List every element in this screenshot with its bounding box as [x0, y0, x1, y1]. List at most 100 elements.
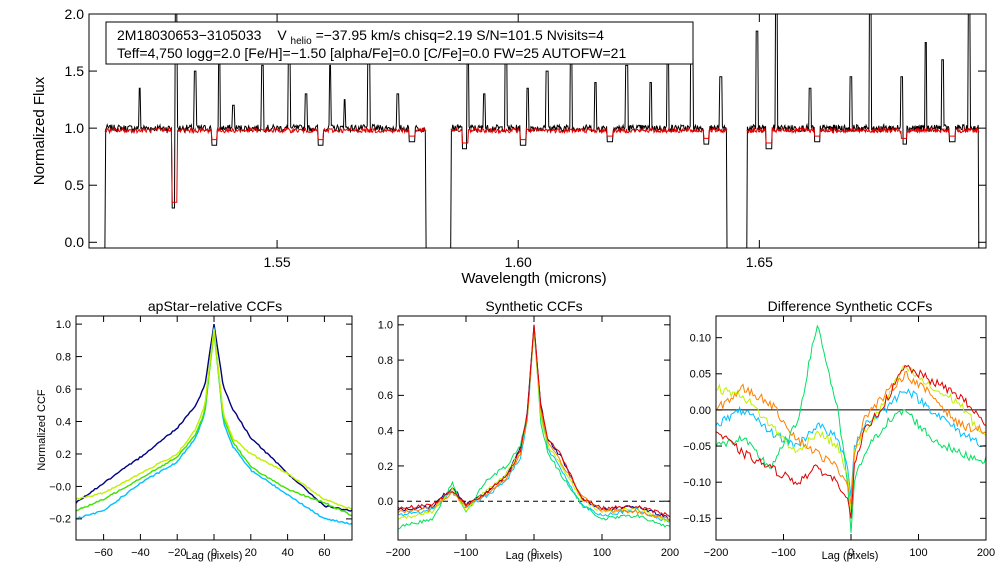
apstar-ccf-y-axis-label: Normalized CCF — [36, 389, 48, 471]
ccf-series-line-visit-5 — [397, 324, 671, 518]
ccf-series-line-combined — [75, 323, 353, 512]
y-tick-label: 0.6 — [56, 384, 71, 396]
synthetic-ccf-title: Synthetic CCFs — [485, 298, 582, 314]
x-tick-label: 20 — [245, 547, 257, 559]
model-spectrum-line-chip-2 — [450, 126, 728, 144]
x-tick-label: 1.65 — [746, 254, 773, 270]
y-tick-label: 1.0 — [56, 319, 71, 331]
y-tick-label: 0.8 — [378, 355, 393, 367]
y-tick-label: 0.4 — [378, 425, 393, 437]
y-tick-label: 0.0 — [65, 234, 85, 250]
ccf-series-line-visit-1 — [75, 327, 353, 525]
apstar-ccf-y-tick-labels: −0.2 −0.0 0.2 0.4 0.6 0.8 1.0 — [49, 319, 71, 526]
y-tick-label: 0.2 — [378, 461, 393, 473]
y-tick-label: −0.2 — [49, 514, 71, 526]
ccf-series-line-combined — [397, 324, 671, 521]
apstar-ccf-x-tick-labels: −60 −40 −20 0 20 40 60 — [94, 547, 330, 559]
spectrum-annotation: 2M18030653−3105033 V helio =−37.95 km/s … — [105, 21, 694, 65]
synthetic-ccf-panel: Synthetic CCFs −200 −100 0 100 200 0.0 0… — [378, 298, 679, 562]
x-tick-label: 200 — [977, 547, 995, 559]
x-tick-label: 0 — [848, 547, 854, 559]
ccf-series-line-diff-4 — [715, 370, 987, 504]
annotation-box — [105, 21, 694, 65]
y-tick-label: 0.8 — [56, 351, 71, 363]
y-tick-label: −0.05 — [683, 441, 711, 453]
spectrum-y-axis-label: Normalized Flux — [31, 76, 48, 185]
annotation-vhelio-symbol: V — [277, 27, 287, 43]
x-tick-label: 1.55 — [263, 254, 290, 270]
ccf-series-line-visit-3 — [397, 328, 671, 523]
y-tick-label: 1.0 — [65, 120, 85, 136]
apstar-ccf-frame — [75, 315, 353, 541]
y-tick-label: 1.5 — [65, 63, 85, 79]
annotation-line-1-values: =−37.95 km/s chisq=2.19 S/N=101.5 Nvisit… — [316, 27, 605, 43]
difference-ccf-series-group — [715, 324, 987, 533]
difference-ccf-x-tick-labels: −200 −100 0 100 200 — [704, 547, 996, 559]
model-spectrum-line-chip-3 — [746, 126, 980, 144]
ccf-series-line-visit-4 — [397, 326, 671, 521]
ccf-series-line-diff-1 — [715, 388, 987, 497]
x-tick-label: −200 — [704, 547, 729, 559]
spectrum-series-group — [104, 13, 980, 249]
x-tick-label: 100 — [909, 547, 927, 559]
annotation-line-1: 2M18030653−3105033 V helio =−37.95 km/s … — [117, 27, 604, 47]
x-tick-label: 200 — [661, 547, 679, 559]
difference-ccf-title: Difference Synthetic CCFs — [768, 298, 933, 314]
difference-ccf-y-tick-labels: −0.15 −0.10 −0.05 0.00 0.05 0.10 — [683, 333, 711, 526]
y-tick-label: 2.0 — [65, 6, 85, 22]
synthetic-ccf-series-group — [397, 324, 671, 530]
x-tick-label: −20 — [168, 547, 187, 559]
y-tick-label: 0.5 — [65, 177, 85, 193]
apstar-ccf-series-group — [75, 323, 353, 525]
x-tick-label: −40 — [131, 547, 150, 559]
difference-ccf-x-axis-label: Lag (pixels) — [822, 550, 879, 562]
x-tick-label: −200 — [386, 547, 411, 559]
ccf-series-line-diff-2 — [715, 324, 987, 533]
annotation-line-2: Teff=4,750 logg=2.0 [Fe/H]=−1.50 [alpha/… — [117, 45, 626, 61]
y-tick-label: 0.4 — [56, 416, 71, 428]
y-tick-label: 0.00 — [690, 405, 711, 417]
x-tick-label: 0 — [211, 547, 217, 559]
annotation-vhelio-subscript: helio — [291, 36, 313, 47]
difference-ccf-panel: Difference Synthetic CCFs −200 −100 0 10… — [683, 298, 995, 562]
spectrum-frame — [88, 13, 987, 249]
annotation-star-id: 2M18030653−3105033 — [117, 27, 262, 43]
x-tick-label: −60 — [94, 547, 113, 559]
y-tick-label: 0.0 — [378, 496, 393, 508]
synthetic-ccf-x-tick-labels: −200 −100 0 100 200 — [386, 547, 680, 559]
y-tick-label: 0.6 — [378, 390, 393, 402]
x-tick-label: 1.60 — [505, 254, 532, 270]
spectrum-ticks — [89, 13, 986, 248]
y-tick-label: −0.10 — [683, 477, 711, 489]
ccf-series-line-diff-5 — [715, 364, 987, 519]
ccf-series-line-visit-1 — [397, 328, 671, 523]
spectrum-panel: 1.55 1.60 1.65 0.0 0.5 1.0 1.5 2.0 Wavel… — [31, 6, 987, 287]
model-spectrum-line-chip-1 — [104, 126, 427, 203]
apstar-ccf-x-axis-label: Lag (pixels) — [186, 550, 243, 562]
ccf-series-line-visit-3 — [75, 328, 353, 510]
observed-spectrum-line-chip-1 — [104, 13, 427, 249]
y-tick-label: −0.15 — [683, 513, 711, 525]
synthetic-ccf-y-tick-labels: 0.0 0.2 0.4 0.6 0.8 1.0 — [378, 320, 393, 508]
spectrum-x-tick-labels: 1.55 1.60 1.65 — [263, 254, 773, 270]
x-tick-label: 60 — [318, 547, 330, 559]
synthetic-ccf-x-axis-label: Lag (pixels) — [506, 550, 563, 562]
x-tick-label: 40 — [281, 547, 293, 559]
y-tick-label: −0.0 — [49, 481, 71, 493]
y-tick-label: 0.10 — [690, 333, 711, 345]
ccf-series-line-visit-2 — [75, 332, 353, 517]
y-tick-label: 0.2 — [56, 449, 71, 461]
y-tick-label: 1.0 — [378, 320, 393, 332]
apstar-ccf-panel: apStar−relative CCFs −60 −40 −20 0 20 40… — [36, 298, 353, 562]
x-tick-label: −100 — [454, 547, 479, 559]
y-tick-label: 0.05 — [690, 369, 711, 381]
apstar-ccf-title: apStar−relative CCFs — [148, 298, 282, 314]
x-tick-label: 100 — [593, 547, 611, 559]
difference-ccf-ticks — [715, 316, 987, 540]
x-tick-label: 0 — [531, 547, 537, 559]
synthetic-ccf-ticks — [397, 316, 671, 540]
x-tick-label: −100 — [771, 547, 796, 559]
apstar-ccf-ticks — [76, 316, 352, 540]
spectrum-y-tick-labels: 0.0 0.5 1.0 1.5 2.0 — [65, 6, 85, 250]
